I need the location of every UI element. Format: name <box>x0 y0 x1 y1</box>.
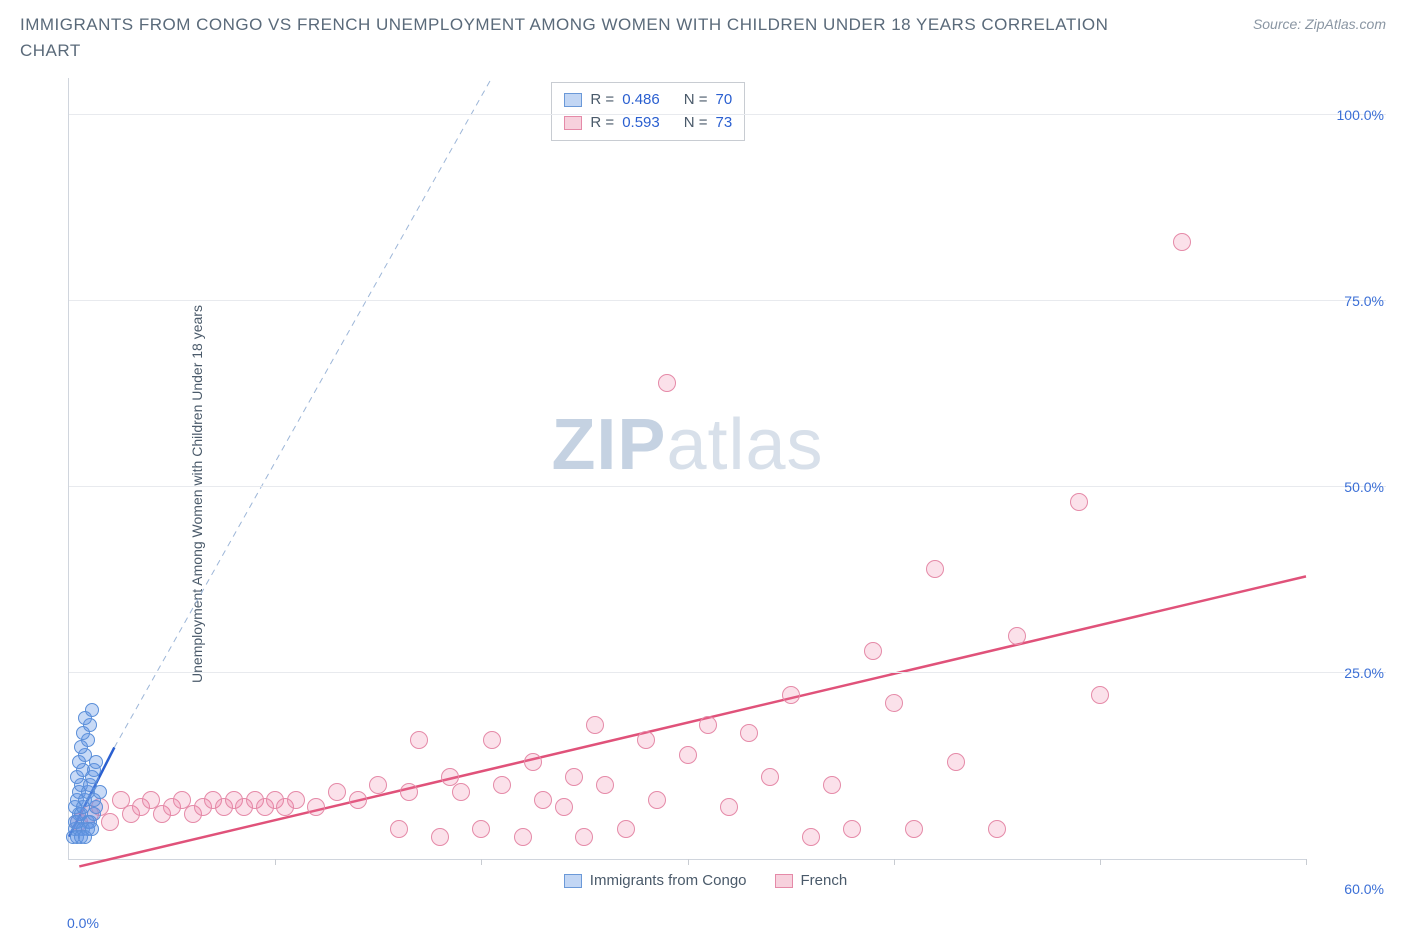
legend-swatch-blue-icon <box>564 874 582 888</box>
source-label: Source: ZipAtlas.com <box>1253 16 1386 32</box>
data-point <box>1070 493 1088 511</box>
legend-label-pink: French <box>801 872 848 889</box>
data-point <box>1091 686 1109 704</box>
ytick-label: 75.0% <box>1314 293 1384 309</box>
legend-item-pink: French <box>775 872 848 889</box>
legend-item-blue: Immigrants from Congo <box>564 872 747 889</box>
data-point <box>1173 233 1191 251</box>
gridline <box>69 114 1386 115</box>
legend-label-blue: Immigrants from Congo <box>590 872 747 889</box>
data-point <box>586 716 604 734</box>
data-point <box>905 820 923 838</box>
data-point <box>1008 627 1026 645</box>
data-point <box>885 694 903 712</box>
data-point <box>802 828 820 846</box>
data-point <box>782 686 800 704</box>
data-point <box>369 776 387 794</box>
data-point <box>823 776 841 794</box>
data-point <box>679 746 697 764</box>
chart-container: Unemployment Among Women with Children U… <box>20 78 1386 910</box>
data-point <box>483 731 501 749</box>
ytick-label: 50.0% <box>1314 479 1384 495</box>
data-point <box>843 820 861 838</box>
data-point <box>400 783 418 801</box>
data-point <box>648 791 666 809</box>
data-point <box>658 374 676 392</box>
ytick-label: 100.0% <box>1314 107 1384 123</box>
data-point <box>493 776 511 794</box>
trend-lines <box>69 78 1306 859</box>
xtick <box>688 859 689 865</box>
data-point <box>740 724 758 742</box>
data-point <box>514 828 532 846</box>
data-point <box>988 820 1006 838</box>
gridline <box>69 300 1386 301</box>
data-point <box>85 822 99 836</box>
legend-swatch-pink-icon <box>775 874 793 888</box>
data-point <box>89 755 103 769</box>
data-point <box>101 813 119 831</box>
data-point <box>93 785 107 799</box>
xtick <box>481 859 482 865</box>
data-point <box>349 791 367 809</box>
data-point <box>864 642 882 660</box>
data-point <box>410 731 428 749</box>
xtick <box>275 859 276 865</box>
data-point <box>596 776 614 794</box>
data-point <box>565 768 583 786</box>
data-point <box>472 820 490 838</box>
data-point <box>699 716 717 734</box>
xtick <box>894 859 895 865</box>
data-point <box>617 820 635 838</box>
data-point <box>637 731 655 749</box>
data-point <box>926 560 944 578</box>
data-point <box>431 828 449 846</box>
data-point <box>575 828 593 846</box>
data-point <box>947 753 965 771</box>
data-point <box>287 791 305 809</box>
chart-title: IMMIGRANTS FROM CONGO VS FRENCH UNEMPLOY… <box>20 12 1120 63</box>
data-point <box>85 703 99 717</box>
stats-legend: R = 0.486 N = 70 R = 0.593 N = 73 <box>551 82 745 141</box>
swatch-blue-icon <box>564 93 582 107</box>
data-point <box>307 798 325 816</box>
swatch-pink-icon <box>564 116 582 130</box>
x-origin-label: 0.0% <box>67 915 99 931</box>
data-point <box>720 798 738 816</box>
data-point <box>555 798 573 816</box>
gridline <box>69 672 1386 673</box>
data-point <box>534 791 552 809</box>
data-point <box>761 768 779 786</box>
data-point <box>524 753 542 771</box>
xtick <box>1306 859 1307 865</box>
ytick-label: 25.0% <box>1314 665 1384 681</box>
data-point <box>328 783 346 801</box>
stats-row-blue: R = 0.486 N = 70 <box>564 89 732 112</box>
x-max-label: 60.0% <box>1314 881 1384 897</box>
gridline <box>69 486 1386 487</box>
plot-area: ZIPatlas R = 0.486 N = 70 R = 0.593 N = … <box>68 78 1306 860</box>
data-point <box>390 820 408 838</box>
data-point <box>452 783 470 801</box>
series-legend: Immigrants from Congo French <box>564 872 847 889</box>
xtick <box>1100 859 1101 865</box>
